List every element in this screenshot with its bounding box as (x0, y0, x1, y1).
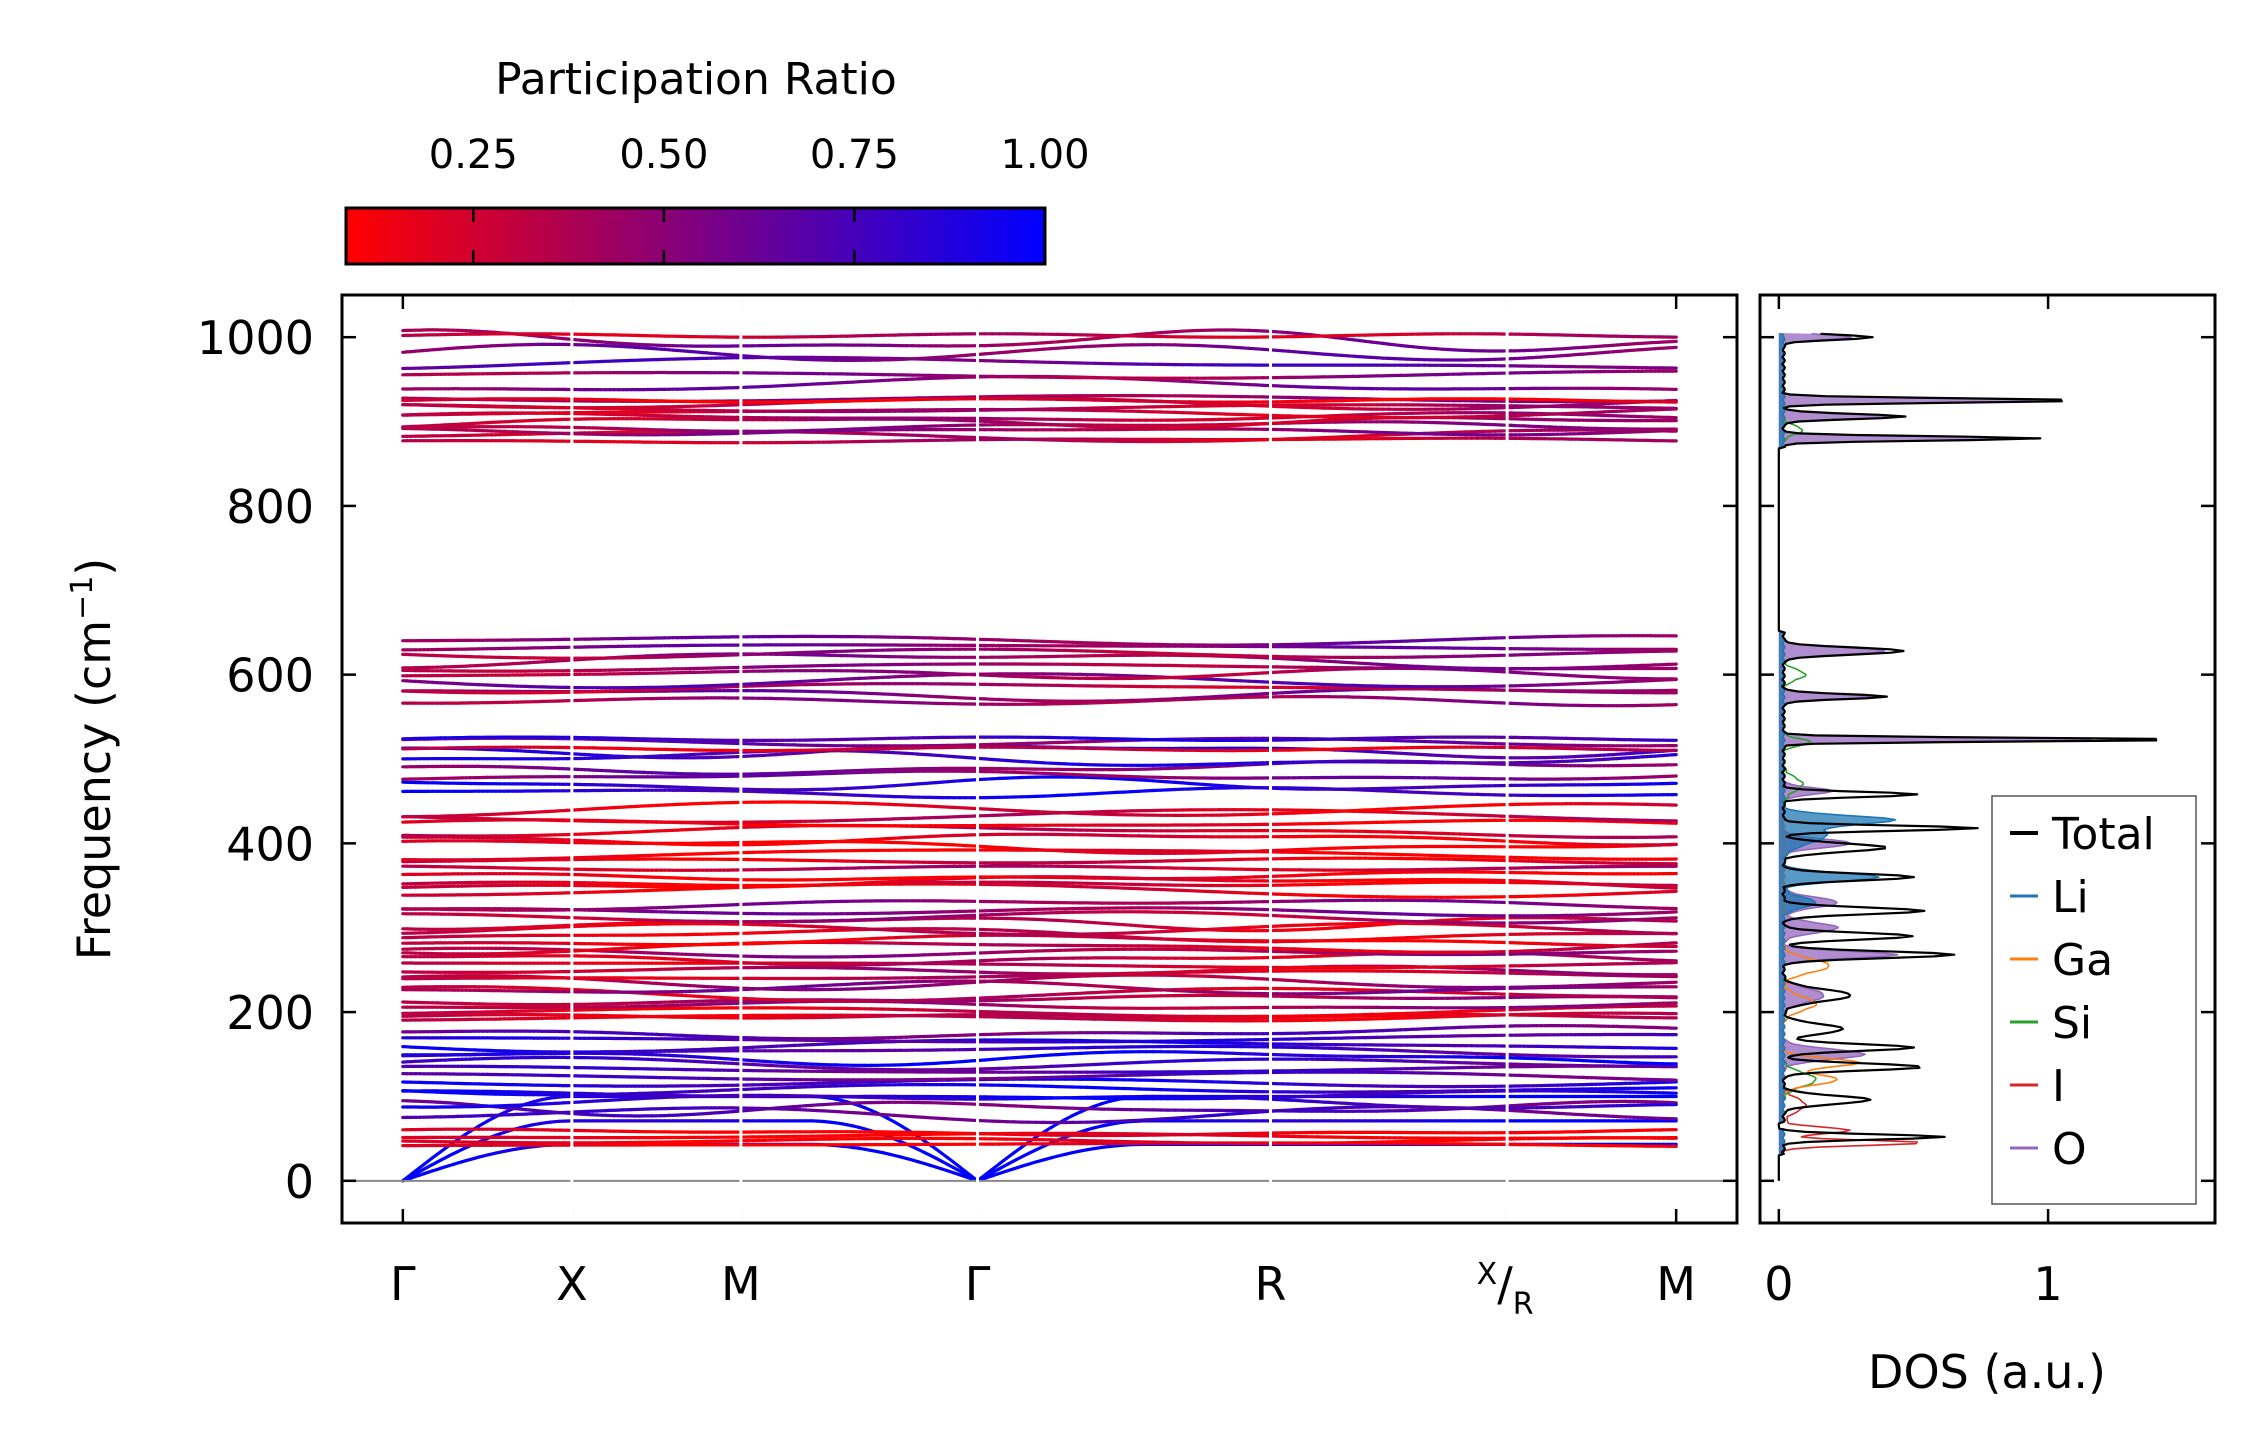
colorbar-gradient (344, 206, 1047, 266)
colorbar-tick-label: 0.75 (810, 132, 899, 178)
colorbar-title: Participation Ratio (495, 54, 897, 105)
colorbar-tick-label: 0.25 (429, 132, 518, 178)
colorbar-tick-label: 0.50 (619, 132, 708, 178)
colorbar: Participation Ratio 0.25 0.50 0.75 1.00 (344, 54, 1090, 266)
colorbar-ticks: 0.25 0.50 0.75 1.00 (429, 132, 1090, 264)
colorbar-tick-label: 1.00 (1000, 132, 1089, 178)
band-lines (401, 328, 1678, 1183)
